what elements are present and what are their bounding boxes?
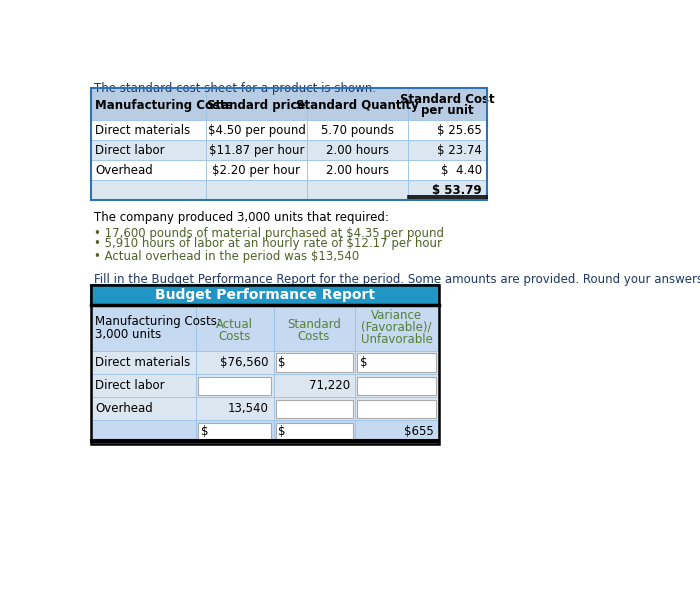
Bar [196, 420, 274, 444]
Bar [92, 351, 196, 374]
Text: Variance: Variance [371, 309, 422, 322]
Text: $ 53.79: $ 53.79 [433, 184, 482, 197]
Text: Standard: Standard [287, 318, 341, 331]
Bar [196, 351, 274, 374]
Text: Overhead: Overhead [95, 164, 153, 177]
Text: • 5,910 hours of labor at an hourly rate of $12.17 per hour: • 5,910 hours of labor at an hourly rate… [94, 237, 442, 250]
Bar [92, 180, 206, 200]
Bar [407, 140, 486, 160]
Bar [407, 87, 486, 120]
Bar [274, 374, 355, 397]
Bar [407, 160, 486, 180]
Text: Manufacturing Costs: Manufacturing Costs [95, 99, 233, 112]
Text: The company produced 3,000 units that required:: The company produced 3,000 units that re… [94, 211, 389, 224]
Text: • 17,600 pounds of material purchased at $4.35 per pound: • 17,600 pounds of material purchased at… [94, 227, 444, 240]
Bar [357, 354, 436, 372]
Text: Fill in the Budget Performance Report for the period. Some amounts are provided.: Fill in the Budget Performance Report fo… [94, 272, 700, 286]
Bar [355, 305, 439, 351]
Text: $ 25.65: $ 25.65 [438, 124, 482, 137]
Text: $: $ [278, 356, 286, 369]
Bar [307, 87, 407, 120]
Bar [92, 285, 439, 305]
Bar [357, 376, 436, 395]
Bar [206, 120, 307, 140]
Text: Direct labor: Direct labor [95, 379, 165, 392]
Text: Standard price: Standard price [207, 99, 306, 112]
Text: Direct materials: Direct materials [95, 124, 190, 137]
Bar [92, 285, 439, 444]
Text: Costs: Costs [218, 330, 251, 343]
Text: Standard Quantity: Standard Quantity [296, 99, 419, 112]
Bar [355, 351, 439, 374]
Bar [276, 400, 353, 418]
Bar [196, 374, 274, 397]
Text: Budget Performance Report: Budget Performance Report [155, 288, 375, 302]
Bar [92, 420, 196, 444]
Text: $: $ [360, 356, 367, 369]
Bar [92, 374, 196, 397]
Bar [307, 160, 407, 180]
Bar [92, 305, 196, 351]
Text: Standard Cost: Standard Cost [400, 93, 494, 106]
Text: $  4.40: $ 4.40 [441, 164, 482, 177]
Bar [206, 140, 307, 160]
Text: 2.00 hours: 2.00 hours [326, 164, 388, 177]
Bar [198, 376, 271, 395]
Text: Actual: Actual [216, 318, 253, 331]
Bar [307, 120, 407, 140]
Text: 2.00 hours: 2.00 hours [326, 144, 388, 156]
Bar [196, 305, 274, 351]
Bar [92, 87, 486, 200]
Bar [407, 180, 486, 200]
Text: $655: $655 [404, 426, 434, 439]
Bar [196, 397, 274, 420]
Text: 3,000 units: 3,000 units [95, 328, 162, 341]
Bar [274, 397, 355, 420]
Text: 71,220: 71,220 [309, 379, 350, 392]
Text: Direct materials: Direct materials [95, 356, 190, 369]
Bar [407, 120, 486, 140]
Text: 13,540: 13,540 [228, 402, 269, 415]
Bar [307, 180, 407, 200]
Bar [276, 354, 353, 372]
Bar [357, 400, 436, 418]
Text: per unit: per unit [421, 103, 473, 116]
Text: Unfavorable: Unfavorable [360, 333, 433, 346]
Bar [206, 160, 307, 180]
Text: $ 23.74: $ 23.74 [437, 144, 482, 156]
Bar [355, 374, 439, 397]
Text: • Actual overhead in the period was $13,540: • Actual overhead in the period was $13,… [94, 250, 359, 263]
Bar [206, 87, 307, 120]
Bar [92, 160, 206, 180]
Text: $11.87 per hour: $11.87 per hour [209, 144, 304, 156]
Bar [274, 351, 355, 374]
Text: Manufacturing Costs:: Manufacturing Costs: [95, 315, 221, 328]
Bar [92, 120, 206, 140]
Text: $: $ [278, 426, 286, 439]
Bar [276, 423, 353, 441]
Text: Overhead: Overhead [95, 402, 153, 415]
Bar [355, 397, 439, 420]
Text: $76,560: $76,560 [220, 356, 269, 369]
Text: $4.50 per pound: $4.50 per pound [207, 124, 305, 137]
Bar [206, 180, 307, 200]
Bar [355, 420, 439, 444]
Bar [198, 423, 271, 441]
Bar [92, 140, 206, 160]
Text: Costs: Costs [298, 330, 330, 343]
Text: 5.70 pounds: 5.70 pounds [321, 124, 393, 137]
Text: Direct labor: Direct labor [95, 144, 165, 156]
Text: (Favorable)/: (Favorable)/ [361, 321, 432, 334]
Bar [92, 87, 206, 120]
Bar [92, 397, 196, 420]
Text: $2.20 per hour: $2.20 per hour [213, 164, 300, 177]
Bar [274, 305, 355, 351]
Text: $: $ [201, 426, 208, 439]
Bar [307, 140, 407, 160]
Text: The standard cost sheet for a product is shown.: The standard cost sheet for a product is… [94, 81, 376, 95]
Bar [274, 420, 355, 444]
